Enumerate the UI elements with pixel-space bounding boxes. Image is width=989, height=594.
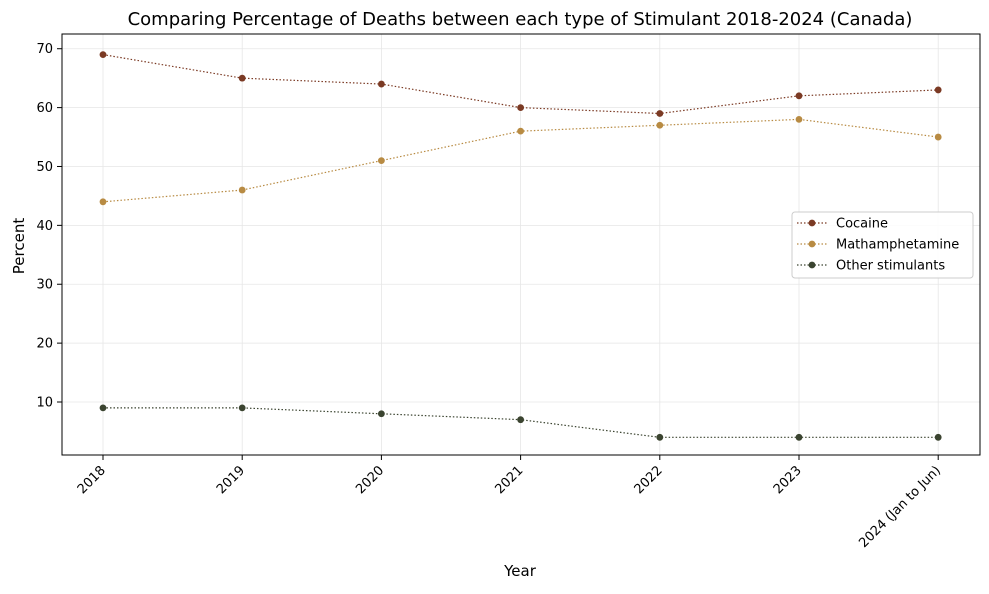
data-point: [656, 433, 664, 441]
data-point: [378, 80, 385, 88]
data-point: [238, 404, 246, 412]
x-tick-label: 2023: [771, 463, 805, 497]
data-point: [378, 157, 385, 164]
legend-marker: [808, 240, 816, 248]
data-point: [517, 104, 524, 112]
data-point: [656, 121, 664, 129]
data-point: [934, 133, 942, 141]
data-point: [795, 92, 803, 100]
x-tick-label: 2022: [632, 463, 666, 497]
x-tick-label: 2020: [353, 463, 387, 497]
data-point: [99, 51, 107, 59]
x-axis-label: Year: [503, 562, 537, 580]
data-point: [934, 86, 942, 94]
legend[interactable]: Cocaine Mathamphetamine Other stimulants: [791, 211, 974, 279]
legend-label: Other stimulants: [836, 259, 945, 274]
data-point: [517, 127, 524, 135]
data-point: [656, 110, 664, 117]
axis-ticks: 10 20 30 40 50 60 70 2018 2019 2020 2021 2022 2023 20…: [36, 42, 944, 551]
x-tick-label: 2021: [492, 463, 526, 497]
y-tick-label: 40: [36, 219, 53, 234]
data-point: [99, 404, 107, 412]
data-point: [238, 186, 246, 194]
data-point: [378, 410, 385, 418]
y-tick-label: 10: [36, 396, 53, 411]
data-point: [517, 416, 524, 424]
y-tick-label: 50: [36, 160, 53, 175]
data-point: [934, 433, 942, 441]
series-layer: [99, 51, 942, 441]
y-tick-label: 20: [36, 337, 53, 352]
x-tick-label: 2024 (Jan to Jun): [856, 463, 944, 551]
data-point: [238, 74, 246, 82]
legend-box: [791, 211, 974, 279]
y-tick-label: 30: [36, 278, 53, 293]
x-tick-label: 2019: [214, 463, 248, 497]
x-tick-label: 2018: [75, 463, 109, 497]
y-tick-label: 70: [36, 42, 53, 57]
data-point: [99, 198, 107, 206]
legend-label: Cocaine: [836, 217, 888, 232]
y-axis-label: Percent: [10, 218, 28, 275]
legend-marker: [808, 261, 816, 269]
data-point: [795, 115, 803, 123]
data-point: [795, 433, 803, 441]
legend-label: Mathamphetamine: [836, 238, 959, 253]
y-tick-label: 60: [36, 101, 53, 116]
chart-title: Comparing Percentage of Deaths between e…: [128, 9, 913, 30]
legend-marker: [808, 219, 816, 227]
